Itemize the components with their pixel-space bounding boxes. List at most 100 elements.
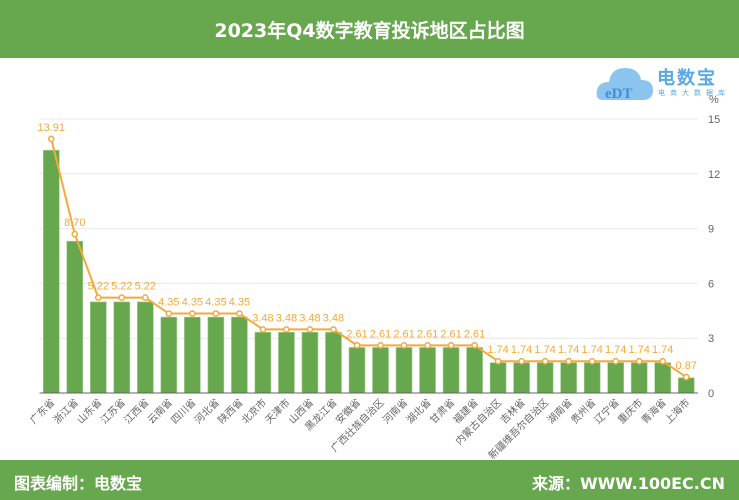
- line-marker: [612, 357, 620, 365]
- svg-text:eDT: eDT: [605, 86, 633, 102]
- bar: [160, 316, 178, 394]
- y-tick-label: 3: [708, 333, 714, 345]
- logo: eDT 电数宝 电商大数据库: [595, 60, 735, 104]
- y-tick-label: 15: [708, 114, 720, 126]
- data-label: 3.48: [252, 312, 273, 324]
- bar: [325, 331, 342, 394]
- data-label: 5.22: [88, 281, 109, 293]
- data-label: 1.74: [558, 344, 579, 356]
- logo-subtitle: 电商大数据库: [658, 89, 730, 97]
- data-label: 2.61: [346, 328, 367, 340]
- line-marker: [447, 341, 455, 349]
- line-marker: [494, 357, 502, 365]
- bar: [583, 362, 601, 394]
- x-tick-label: 上海市: [662, 396, 692, 426]
- data-label: 3.48: [276, 312, 297, 324]
- line-marker: [189, 310, 196, 317]
- x-tick-label: 浙江省: [50, 396, 80, 426]
- line-marker: [118, 294, 126, 301]
- bar: [42, 149, 60, 394]
- data-label: 1.74: [511, 344, 532, 356]
- data-label: 1.74: [581, 344, 602, 356]
- bar: [207, 316, 225, 394]
- footer-credit: 图表编制：电数宝: [14, 474, 143, 493]
- data-label: 2.61: [417, 328, 438, 340]
- x-tick-label: 辽宁省: [591, 396, 621, 426]
- data-label: 1.74: [534, 344, 555, 356]
- data-label: 4.35: [229, 297, 250, 309]
- line-marker: [353, 341, 361, 349]
- data-label: 4.35: [205, 297, 226, 309]
- x-tick-label: 北京市: [239, 396, 269, 426]
- line-marker: [377, 341, 384, 349]
- x-tick-label: 云南省: [145, 396, 175, 426]
- bar: [348, 347, 366, 394]
- line-marker: [635, 357, 643, 365]
- bar: [184, 316, 201, 394]
- bar: [278, 331, 295, 394]
- footer: 图表编制：电数宝 来源：WWW.100EC.CN: [0, 460, 739, 500]
- line-marker: [141, 294, 149, 301]
- series-line: [50, 138, 687, 378]
- line-marker: [400, 341, 408, 349]
- data-label: 0.87: [676, 360, 697, 372]
- y-tick-label: 0: [708, 388, 714, 400]
- line-marker: [471, 341, 478, 349]
- bar: [442, 347, 460, 394]
- bar: [301, 331, 319, 394]
- data-label: 1.74: [652, 344, 673, 356]
- line-marker: [682, 373, 690, 381]
- line-marker: [330, 326, 337, 333]
- data-label: 13.91: [37, 122, 65, 134]
- line-marker: [236, 310, 243, 317]
- x-tick-label: 青海省: [638, 396, 668, 426]
- x-tick-label: 山东省: [74, 396, 104, 426]
- bar: [630, 362, 648, 394]
- line-marker: [306, 326, 314, 333]
- x-tick-label: 江苏省: [98, 396, 128, 426]
- data-label: 3.48: [323, 312, 344, 324]
- line-marker: [424, 341, 431, 349]
- bar: [654, 362, 672, 394]
- data-label: 1.74: [605, 344, 626, 356]
- data-label: 8.70: [64, 217, 85, 229]
- bar: [607, 362, 624, 394]
- bar: [254, 331, 272, 394]
- data-label: 2.61: [370, 328, 391, 340]
- data-label: 2.61: [440, 328, 461, 340]
- line-marker: [47, 135, 55, 143]
- data-label: 1.74: [487, 344, 508, 356]
- bar: [113, 301, 131, 394]
- x-tick-label: 湖南省: [544, 396, 574, 426]
- line-marker: [283, 326, 290, 333]
- bar: [419, 347, 436, 394]
- x-tick-label: 陕西省: [215, 396, 245, 426]
- line-marker: [94, 294, 102, 301]
- data-label: 5.22: [111, 281, 132, 293]
- bar: [137, 301, 154, 394]
- footer-source: 来源：WWW.100EC.CN: [531, 474, 725, 493]
- bar: [372, 347, 389, 394]
- line-marker: [659, 357, 667, 365]
- bar: [66, 240, 84, 394]
- x-tick-label: 贵州省: [568, 396, 598, 426]
- logo-name: 电数宝: [657, 68, 717, 89]
- bar: [489, 362, 507, 394]
- bar: [466, 347, 483, 394]
- chart-title: 2023年Q4数字教育投诉地区占比图: [214, 19, 525, 42]
- x-tick-label: 江西省: [121, 396, 151, 426]
- x-tick-label: 甘肃省: [427, 396, 457, 426]
- line-marker: [212, 310, 220, 317]
- x-tick-label: 重庆市: [615, 396, 645, 426]
- bar: [395, 347, 413, 394]
- data-label: 1.74: [628, 344, 649, 356]
- line-marker: [565, 357, 573, 365]
- x-tick-label: 河南省: [380, 396, 410, 426]
- x-tick-label: 天津市: [262, 396, 292, 426]
- cloud-logo-icon: eDT: [596, 68, 653, 102]
- line-marker: [71, 230, 79, 238]
- chart-title-bar: 2023年Q4数字教育投诉地区占比图: [0, 0, 739, 58]
- bar: [536, 362, 554, 394]
- x-tick-label: 湖北省: [403, 396, 433, 426]
